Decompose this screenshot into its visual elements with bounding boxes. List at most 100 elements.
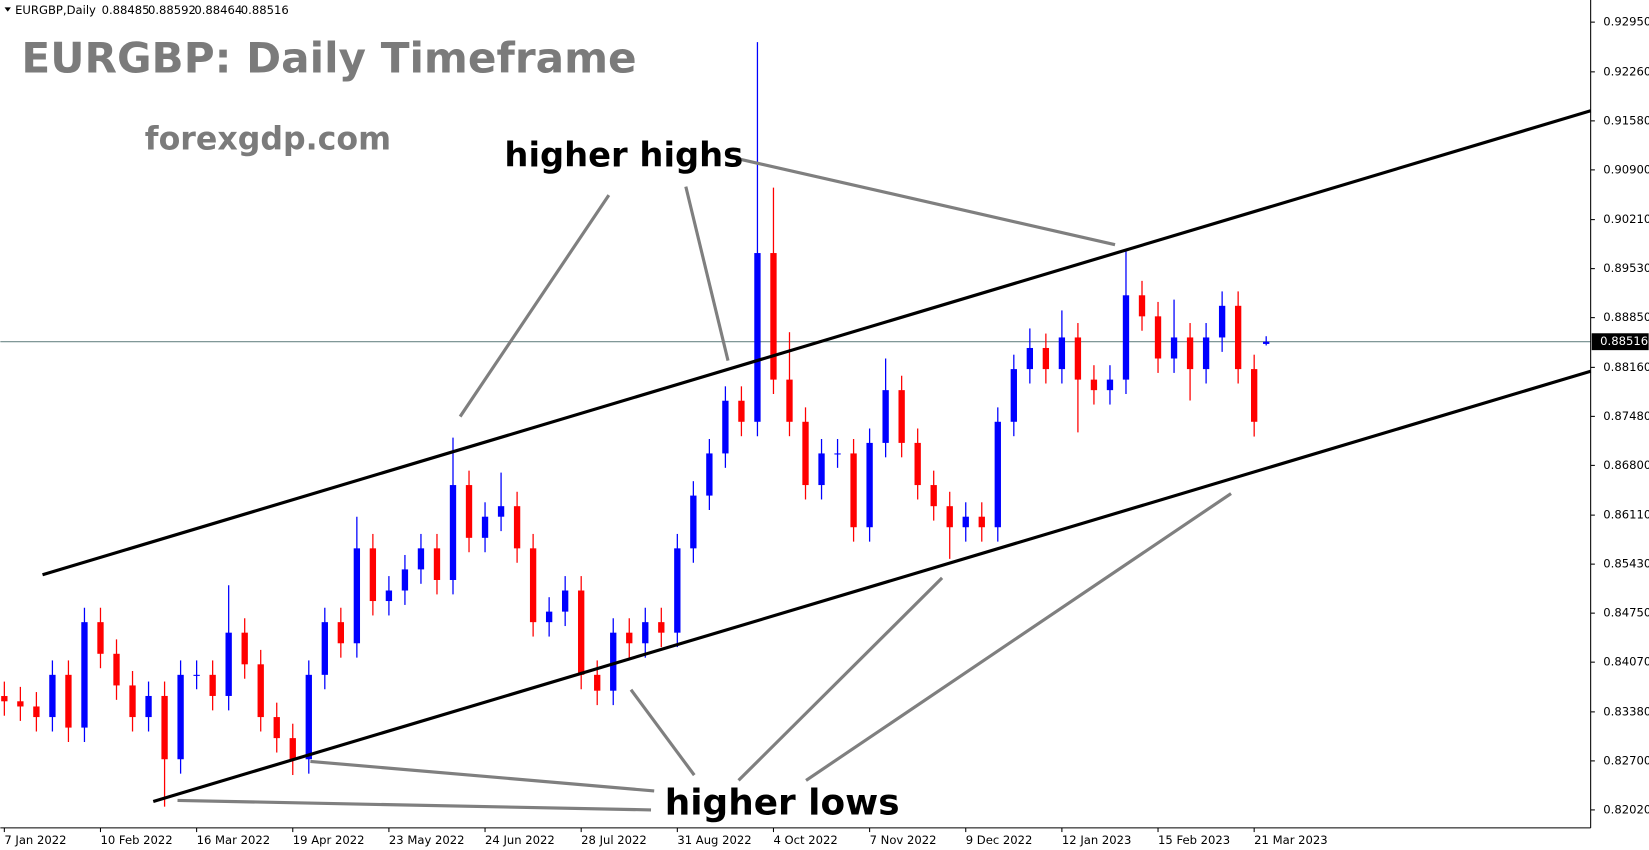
candle-body: [1090, 379, 1098, 391]
candle-body: [786, 379, 793, 422]
pointer-line: [458, 194, 611, 418]
candle-body: [658, 622, 665, 633]
x-tick-label: 21 Mar 2023: [1254, 833, 1328, 847]
candle-body: [642, 622, 649, 644]
x-tick-label: 24 Jun 2022: [485, 833, 555, 847]
candle-body: [770, 253, 777, 380]
header-value: 0.88485: [102, 3, 150, 17]
candle-body: [449, 485, 457, 580]
x-tick-label: 31 Aug 2022: [677, 833, 751, 847]
candle-body: [674, 548, 681, 633]
candle-body: [1010, 369, 1017, 422]
x-tick-label: 15 Feb 2023: [1158, 833, 1230, 847]
candle-body: [561, 590, 569, 612]
x-tick-label: 23 May 2022: [389, 833, 465, 847]
y-tick-label: 0.88160: [1603, 360, 1649, 374]
x-tick-label: 9 Dec 2022: [966, 833, 1033, 847]
pointer-line: [684, 186, 730, 362]
candle-body: [610, 632, 617, 691]
x-tick-label: 10 Feb 2022: [100, 833, 172, 847]
header-value: 0.88516: [241, 3, 289, 17]
y-tick-label: 0.89530: [1603, 261, 1649, 275]
plot-area: [0, 42, 1591, 807]
upper-channel-line: [42, 109, 1592, 577]
candle-body: [594, 674, 601, 691]
candle-body: [513, 506, 521, 549]
candle-body: [850, 453, 857, 528]
header-value: 0.88592: [148, 3, 196, 17]
y-tick-label: 0.86110: [1603, 508, 1649, 522]
candle-body: [1058, 337, 1066, 370]
candle-body: [1251, 369, 1258, 422]
candle-body: [273, 717, 280, 739]
price-label-box: [1591, 333, 1649, 351]
candle-body: [818, 453, 825, 486]
candle-body: [33, 706, 40, 718]
candle-body: [17, 701, 24, 707]
pointer-line: [629, 688, 696, 777]
candle-body: [161, 695, 168, 760]
y-tick-label: 0.85430: [1603, 557, 1649, 571]
candle-body: [97, 622, 104, 654]
candle-body: [1218, 305, 1226, 338]
candle-body: [225, 632, 232, 696]
candle-body: [1138, 295, 1146, 317]
y-tick-label: 0.90210: [1603, 212, 1649, 226]
candle-body: [465, 485, 473, 538]
candle-body: [578, 590, 585, 675]
candle-body: [866, 442, 873, 528]
candle-body: [193, 674, 200, 676]
chart-title: EURGBP: Daily Timeframe: [21, 34, 636, 83]
y-tick-label: 0.88850: [1603, 310, 1649, 324]
pointer-line: [177, 798, 652, 812]
candle-body: [145, 695, 152, 718]
pointer-line: [310, 759, 655, 793]
menu-triangle: [4, 7, 11, 12]
candle-body: [305, 674, 312, 760]
x-tick-label: 28 Jul 2022: [581, 833, 647, 847]
candle-body: [834, 453, 841, 455]
x-tick-label: 16 Mar 2022: [197, 833, 271, 847]
candle-body: [1170, 337, 1178, 359]
header-value: 0.88464: [194, 3, 242, 17]
x-tick-label: 19 Apr 2022: [293, 833, 365, 847]
y-tick-label: 0.90900: [1603, 162, 1649, 176]
candle-body: [1234, 305, 1242, 370]
candle-body: [626, 632, 633, 644]
pointer-line: [805, 492, 1232, 782]
lower-channel-line: [152, 369, 1592, 804]
candle-body: [433, 548, 441, 580]
candle-body: [209, 674, 216, 696]
candle-body: [1263, 341, 1270, 344]
annotation: higher highs: [504, 136, 743, 175]
candle-body: [738, 400, 745, 422]
y-tick-label: 0.84070: [1603, 655, 1649, 669]
candle-body: [1186, 337, 1194, 370]
candle-body: [1122, 295, 1130, 380]
y-tick-label: 0.82020: [1603, 802, 1649, 816]
candle-body: [690, 495, 697, 549]
pointer-line: [735, 156, 1116, 247]
candle-body: [289, 738, 296, 760]
candle-body: [113, 653, 120, 686]
candle-body: [1202, 337, 1210, 370]
candle-body: [722, 400, 729, 454]
candle-body: [802, 421, 809, 486]
candle-body: [994, 421, 1001, 528]
candle-body: [754, 253, 761, 422]
x-tick-label: 4 Oct 2022: [773, 833, 837, 847]
candle-body: [1106, 379, 1114, 391]
candle-body: [898, 390, 905, 443]
candle-body: [481, 516, 489, 538]
candle-body: [1, 696, 8, 702]
candle-body: [962, 516, 969, 528]
candle-body: [946, 506, 953, 528]
candle-body: [545, 611, 553, 623]
candle-body: [385, 590, 393, 602]
candle-body: [706, 453, 713, 496]
candle-body: [1042, 347, 1050, 370]
annotation: higher lows: [665, 783, 900, 824]
